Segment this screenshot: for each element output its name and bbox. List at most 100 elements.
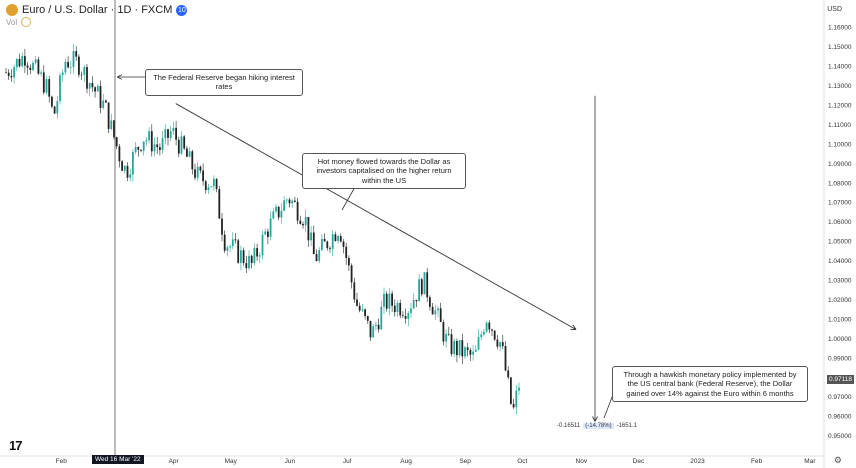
candle-body (202, 170, 204, 182)
x-tick-label: Feb (56, 458, 68, 465)
gear-icon[interactable]: ⚙ (833, 455, 842, 465)
candle-body (280, 210, 283, 218)
candle-body (80, 74, 83, 76)
candle-body (283, 200, 285, 211)
candle-body (383, 293, 385, 307)
y-tick-label: 1.14000 (828, 64, 852, 71)
candle-body (504, 345, 507, 371)
candle-body (250, 255, 253, 263)
candle-body (450, 334, 453, 355)
y-tick-label: 1.07000 (828, 200, 852, 207)
candle-body (407, 313, 410, 319)
candle-body (399, 302, 402, 316)
candle-body (447, 333, 450, 335)
candle-body (40, 72, 42, 74)
candle-body (164, 129, 167, 139)
candle-body (420, 279, 423, 295)
candle-body (318, 249, 321, 262)
x-tick-label: Aug (400, 458, 412, 465)
y-tick-label: 1.00000 (828, 336, 852, 343)
candle-body (512, 403, 515, 408)
eye-icon[interactable] (21, 17, 32, 27)
y-tick-label: 1.09000 (828, 161, 852, 168)
summary-text: Through a hawkish monetary policy implem… (623, 370, 797, 398)
candle-body (396, 302, 399, 313)
candle-body (115, 137, 118, 147)
candle-body (126, 165, 129, 178)
candle-body (153, 144, 156, 152)
volume-label: Vol (6, 17, 18, 27)
candle-body (426, 272, 429, 298)
measure-left: -0.16511 (557, 423, 581, 429)
candle-body (86, 67, 88, 89)
summary-callout: Through a hawkish monetary policy implem… (612, 366, 808, 403)
candle-body (404, 316, 407, 319)
euro-flag-icon (6, 4, 18, 16)
candle-body (474, 349, 477, 352)
candle-body (288, 199, 291, 204)
y-tick-label: 1.04000 (828, 258, 852, 265)
candle-body (391, 293, 393, 306)
candle-body (172, 127, 175, 132)
candle-body (53, 106, 56, 114)
volume-indicator[interactable]: Vol (6, 17, 32, 27)
candle-body (78, 56, 80, 75)
candle-body (277, 206, 280, 218)
candle-body (34, 59, 37, 63)
x-tick-label: Nov (576, 458, 588, 465)
candle-body (26, 65, 29, 68)
candle-body (177, 139, 180, 154)
candle-body (150, 131, 153, 152)
drawings (118, 77, 615, 421)
candle-body (488, 322, 491, 330)
candle-body (221, 218, 223, 235)
candle-body (299, 220, 302, 224)
candle-body (418, 279, 420, 302)
candle-body (477, 337, 480, 350)
candle-body (258, 255, 261, 257)
x-tick-label: Mar (804, 458, 816, 465)
candle-body (275, 206, 277, 212)
notification-badge[interactable]: 10 (176, 4, 188, 16)
candle-body (485, 322, 488, 332)
last-price-tag: 0.97118 (827, 375, 855, 384)
candle-body (345, 246, 348, 258)
y-tick-label: 0.97000 (828, 394, 852, 401)
candle-body (423, 272, 426, 295)
candle-body (18, 58, 21, 67)
x-tick-label: Apr (169, 458, 180, 465)
candle-body (342, 241, 345, 247)
candle-body (326, 241, 329, 249)
candle-body (331, 234, 334, 249)
candle-body (312, 232, 315, 255)
candle-body (491, 329, 493, 331)
candle-body (156, 144, 159, 148)
candle-body (356, 299, 358, 306)
candle-body (507, 370, 510, 378)
candle-body (183, 136, 186, 149)
candle-body (321, 238, 323, 250)
tradingview-logo[interactable]: 17 (9, 438, 23, 453)
candle-body (231, 239, 234, 247)
candle-body (329, 248, 331, 249)
measure-pct: (-14.78%) (583, 423, 614, 429)
candle-body (323, 238, 326, 242)
measure-right: -1651.1 (616, 423, 637, 429)
symbol-header[interactable]: Euro / U.S. Dollar · 1D · FXCM 10 (6, 4, 188, 16)
candle-body (61, 72, 64, 76)
crosshair-date: Wed 16 Mar '22 (92, 455, 144, 464)
candle-body (431, 306, 434, 315)
y-tick-label: 1.02000 (828, 297, 852, 304)
candle-body (469, 350, 472, 355)
candle-body (107, 102, 110, 129)
candle-body (272, 211, 275, 219)
y-tick-label: 1.12000 (828, 103, 852, 110)
currency-label[interactable]: USD (827, 6, 842, 13)
fed-hike-text: The Federal Reserve began hiking interes… (153, 73, 295, 92)
candle-body (472, 351, 474, 355)
candle-body (180, 136, 183, 154)
candle-body (204, 181, 207, 190)
candle-body (388, 293, 391, 309)
x-tick-label: Dec (633, 458, 645, 465)
